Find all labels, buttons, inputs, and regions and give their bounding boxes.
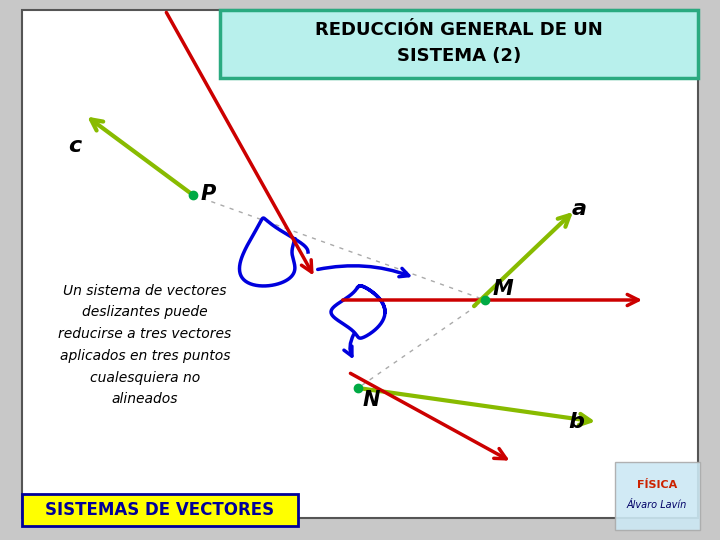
Text: a: a [572,199,587,219]
Text: c: c [68,136,81,156]
Text: REDUCCIÓN GENERAL DE UN: REDUCCIÓN GENERAL DE UN [315,21,603,39]
Bar [615,462,700,530]
Text: FÍSICA: FÍSICA [637,480,677,490]
Text: Un sistema de vectores
deslizantes puede
reducirse a tres vectores
aplicados en : Un sistema de vectores deslizantes puede… [58,284,232,406]
Text: P: P [201,184,216,204]
Text: b: b [568,412,584,432]
Text: SISTEMAS DE VECTORES: SISTEMAS DE VECTORES [45,501,274,519]
Text: N: N [363,390,380,410]
Text: SISTEMA (2): SISTEMA (2) [397,47,521,65]
Text: Álvaro Lavín: Álvaro Lavín [627,500,687,510]
Bar [22,494,298,526]
Text: M: M [493,279,514,299]
Bar [220,10,698,78]
